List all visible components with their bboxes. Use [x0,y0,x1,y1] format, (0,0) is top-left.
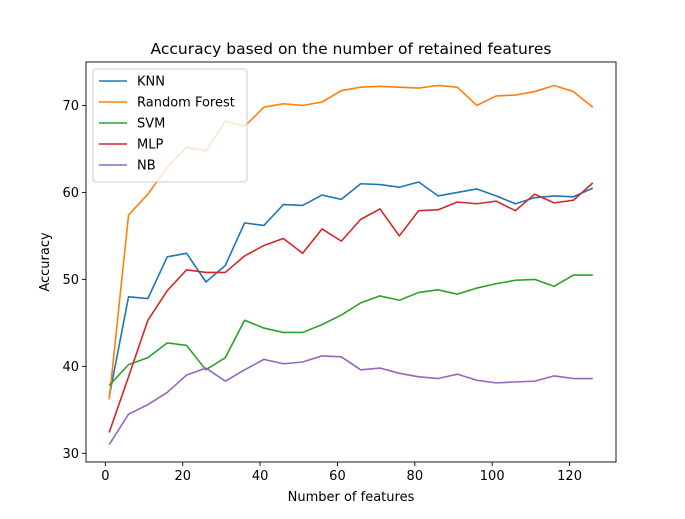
legend-label: KNN [137,75,165,90]
legend-label: MLP [137,138,163,153]
legend-box [92,68,248,183]
x-tick-label: 0 [101,469,109,484]
plot-frame [85,61,617,463]
legend: KNN Random Forest SVM MLP NB [92,68,248,183]
y-tick-label: 50 [62,273,79,288]
y-tick-label: 40 [62,360,79,375]
x-tick-label: 60 [329,469,346,484]
x-tick-label: 120 [557,469,582,484]
x-tick-label: 40 [252,469,269,484]
y-tick-label: 70 [62,99,79,114]
legend-label: SVM [137,117,165,132]
x-tick-label: 20 [174,469,191,484]
x-tick-label: 80 [407,469,424,484]
series-line-mlp [108,182,594,433]
y-tick-label: 30 [62,447,79,462]
series-line-svm [108,274,593,387]
legend-label: Random Forest [137,96,235,111]
y-tick-label: 60 [62,186,79,201]
y-axis-label: Accuracy [38,232,53,292]
chart-title: Accuracy based on the number of retained… [151,40,552,58]
x-axis-label: Number of features [288,490,415,505]
series-line-knn [108,181,594,397]
series-line-nb [108,355,593,446]
axis-ticks: 0 20 40 60 80 100 120 30 40 50 60 70 [62,99,582,484]
legend-label: NB [137,159,156,174]
x-tick-label: 100 [480,469,505,484]
